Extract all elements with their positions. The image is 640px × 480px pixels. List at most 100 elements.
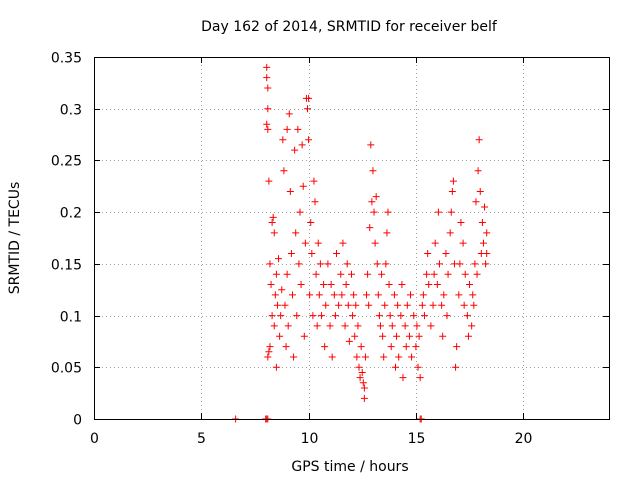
data-point (472, 198, 480, 206)
y-axis-label: SRMTID / TECUs (7, 182, 23, 295)
y-tick-label: 0.15 (51, 258, 82, 274)
data-point (327, 281, 335, 289)
data-point (418, 301, 426, 309)
data-point (460, 301, 468, 309)
data-point (424, 250, 432, 258)
data-point (337, 270, 345, 278)
data-point (430, 270, 438, 278)
data-point (283, 270, 291, 278)
data-point (360, 384, 368, 392)
data-point (372, 193, 380, 201)
data-point (469, 291, 477, 299)
data-point (351, 332, 359, 340)
data-point (439, 332, 447, 340)
data-point (286, 187, 294, 195)
data-point (264, 353, 272, 361)
data-point (298, 141, 306, 149)
data-point (265, 348, 273, 356)
data-point (384, 208, 392, 216)
data-point (343, 260, 351, 268)
data-point (391, 363, 399, 371)
data-point (416, 374, 424, 382)
data-point (408, 353, 416, 361)
data-point (459, 239, 467, 247)
data-point (379, 332, 387, 340)
data-point (342, 281, 350, 289)
data-point (455, 291, 463, 299)
data-point (263, 120, 271, 128)
data-point (314, 239, 322, 247)
data-point (482, 260, 490, 268)
data-point (385, 281, 393, 289)
data-point (438, 301, 446, 309)
data-point (420, 312, 428, 320)
data-point (339, 239, 347, 247)
data-point (280, 167, 288, 175)
data-point (324, 260, 332, 268)
data-point (338, 291, 346, 299)
data-point (313, 322, 321, 330)
data-point (281, 301, 289, 309)
data-point (434, 208, 442, 216)
data-point (264, 125, 272, 133)
data-point (370, 208, 378, 216)
x-tick-label: 0 (90, 431, 99, 447)
data-point (266, 260, 274, 268)
data-point (378, 270, 386, 278)
data-point (273, 301, 281, 309)
data-point (402, 343, 410, 351)
data-point (268, 312, 276, 320)
data-point (475, 136, 483, 144)
data-point (442, 250, 450, 258)
data-point (483, 229, 491, 237)
y-tick-label: 0.25 (51, 154, 82, 170)
data-point (395, 353, 403, 361)
data-point (433, 281, 441, 289)
data-point (264, 105, 272, 113)
data-point (476, 187, 484, 195)
data-point (267, 281, 275, 289)
data-point (277, 312, 285, 320)
data-point (297, 281, 305, 289)
data-point (272, 363, 280, 371)
data-point (447, 208, 455, 216)
data-point (271, 291, 279, 299)
data-point (349, 312, 357, 320)
data-point (466, 281, 474, 289)
data-point (290, 353, 298, 361)
data-point (358, 368, 366, 376)
data-point (369, 167, 377, 175)
data-point (348, 270, 355, 278)
data-point (390, 291, 398, 299)
data-point (471, 260, 479, 268)
data-point (388, 322, 396, 330)
data-point (269, 213, 277, 221)
data-point (371, 239, 379, 247)
data-point (419, 291, 427, 299)
data-point (309, 312, 317, 320)
data-point (375, 312, 383, 320)
data-point (479, 239, 487, 247)
data-point (427, 322, 435, 330)
y-tick-label: 0.35 (51, 51, 82, 67)
data-point (360, 394, 368, 402)
data-point (423, 270, 431, 278)
data-point (387, 343, 395, 351)
data-point (357, 343, 365, 351)
data-point (282, 343, 290, 351)
data-point (276, 332, 284, 340)
data-point (275, 255, 283, 263)
data-point (353, 353, 361, 361)
data-point (364, 270, 372, 278)
data-point (322, 301, 330, 309)
data-point (412, 343, 420, 351)
data-point (448, 187, 456, 195)
data-point (291, 146, 299, 154)
data-point (352, 301, 360, 309)
data-point (265, 177, 273, 185)
data-point (468, 322, 476, 330)
data-point (307, 218, 315, 226)
data-point (473, 270, 481, 278)
y-tick-label: 0.1 (60, 310, 82, 326)
